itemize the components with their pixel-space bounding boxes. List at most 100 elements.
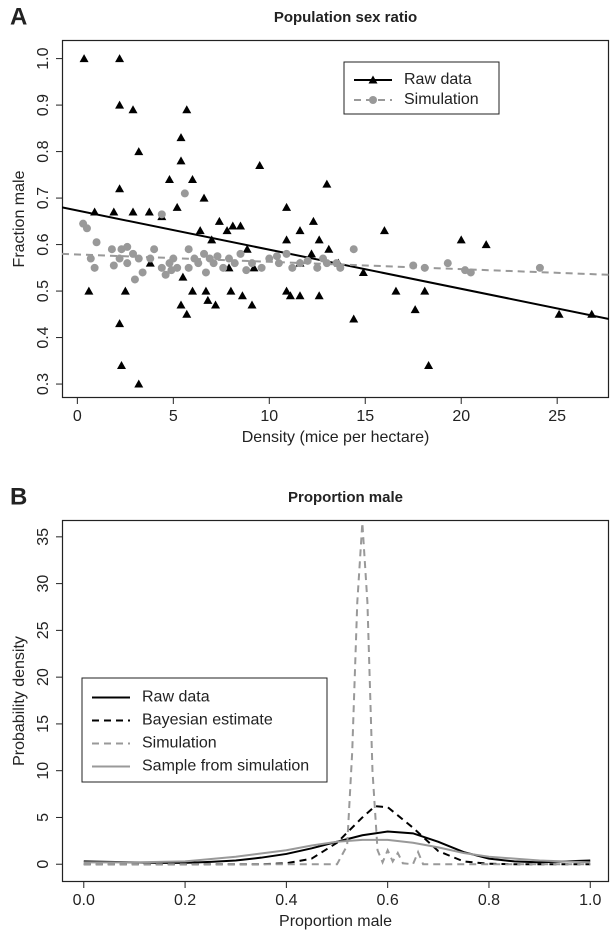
density-line xyxy=(83,805,591,866)
circle-point xyxy=(157,210,166,219)
legend-label: Raw data xyxy=(142,689,210,706)
circle-point xyxy=(313,263,322,272)
triangle-point xyxy=(249,263,259,272)
y-tick-label: 15 xyxy=(35,715,52,733)
density-line xyxy=(83,838,591,864)
circle-point xyxy=(184,245,193,254)
circle-point xyxy=(272,252,281,261)
triangle-point xyxy=(176,133,186,142)
triangle-point xyxy=(242,244,252,253)
plot-frame xyxy=(61,39,610,399)
triangle-point xyxy=(285,291,295,300)
triangle-point xyxy=(182,105,192,114)
y-tick-label: 0 xyxy=(35,860,52,869)
circle-point xyxy=(115,254,124,263)
circle-point xyxy=(274,259,283,268)
y-axis-label: Fraction male xyxy=(11,170,28,267)
triangle-point xyxy=(115,319,125,328)
triangle-point xyxy=(349,314,359,323)
chart-title: Population sex ratio xyxy=(274,9,417,26)
triangle-point xyxy=(134,379,144,388)
triangle-point xyxy=(235,221,245,230)
triangle-point xyxy=(247,300,257,309)
triangle-point xyxy=(410,305,420,314)
circle-point xyxy=(86,254,95,263)
triangle-point xyxy=(199,193,209,202)
circle-point xyxy=(209,259,218,268)
triangle-point xyxy=(176,300,186,309)
legend-label: Sample from simulation xyxy=(142,758,309,775)
triangle-point xyxy=(314,235,324,244)
x-tick-label: 10 xyxy=(260,408,278,425)
circle-point xyxy=(82,224,91,233)
circle-point xyxy=(184,263,193,272)
plot-frame xyxy=(61,519,610,883)
chart-title: Proportion male xyxy=(288,489,403,506)
circle-point xyxy=(92,238,101,247)
triangle-point xyxy=(358,267,368,276)
triangle-point xyxy=(237,291,247,300)
circle-point xyxy=(157,263,166,272)
triangle-point xyxy=(188,174,198,183)
circle-point xyxy=(236,249,245,258)
circle-point xyxy=(535,263,544,272)
y-tick-label: 20 xyxy=(35,668,52,686)
circle-point xyxy=(213,252,222,261)
y-axis-label: Probability density xyxy=(11,636,28,766)
triangle-point xyxy=(178,272,188,281)
circle-point xyxy=(200,249,209,258)
x-tick-label: 0.4 xyxy=(275,892,297,909)
legend-box xyxy=(343,61,500,115)
triangle-point xyxy=(115,184,125,193)
triangle-point xyxy=(79,54,89,63)
triangle-point xyxy=(481,240,491,249)
circle-point xyxy=(319,254,328,263)
triangle-point xyxy=(203,295,213,304)
circle-point xyxy=(265,254,274,263)
x-tick-label: 5 xyxy=(169,408,178,425)
legend-marker xyxy=(369,96,377,104)
triangle-point xyxy=(164,174,174,183)
triangle-point xyxy=(391,286,401,295)
y-tick-label: 30 xyxy=(35,575,52,593)
legend-label: Simulation xyxy=(404,91,479,108)
triangle-point xyxy=(282,202,292,211)
panel-label: B xyxy=(10,483,27,510)
triangle-point xyxy=(226,286,236,295)
x-tick-label: 25 xyxy=(548,408,566,425)
triangle-point xyxy=(115,100,125,109)
legend-box xyxy=(81,677,328,783)
circle-point xyxy=(123,242,132,251)
circle-point xyxy=(295,259,304,268)
circle-point xyxy=(257,263,266,272)
x-tick-label: 0 xyxy=(73,408,82,425)
triangle-point xyxy=(145,258,155,267)
triangle-point xyxy=(172,202,182,211)
triangle-point xyxy=(128,105,138,114)
y-tick-label: 0.8 xyxy=(35,140,52,162)
circle-point xyxy=(288,263,297,272)
y-tick-label: 0.5 xyxy=(35,280,52,302)
triangle-point xyxy=(456,235,466,244)
circle-point xyxy=(180,189,189,198)
circle-point xyxy=(443,259,452,268)
triangle-point xyxy=(109,207,119,216)
circle-point xyxy=(282,249,291,258)
circle-point xyxy=(194,259,203,268)
y-tick-label: 0.3 xyxy=(35,373,52,395)
triangle-point xyxy=(195,226,205,235)
triangle-point xyxy=(115,54,125,63)
x-tick-label: 0.2 xyxy=(174,892,196,909)
triangle-point xyxy=(554,309,564,318)
triangle-point xyxy=(295,291,305,300)
triangle-point xyxy=(211,300,221,309)
circle-point xyxy=(332,259,341,268)
triangle-point xyxy=(228,221,238,230)
triangle-point xyxy=(128,207,138,216)
triangle-point xyxy=(207,235,217,244)
circle-point xyxy=(167,266,176,275)
circle-point xyxy=(349,245,358,254)
panel-label: A xyxy=(10,3,27,30)
triangle-point xyxy=(307,249,317,258)
